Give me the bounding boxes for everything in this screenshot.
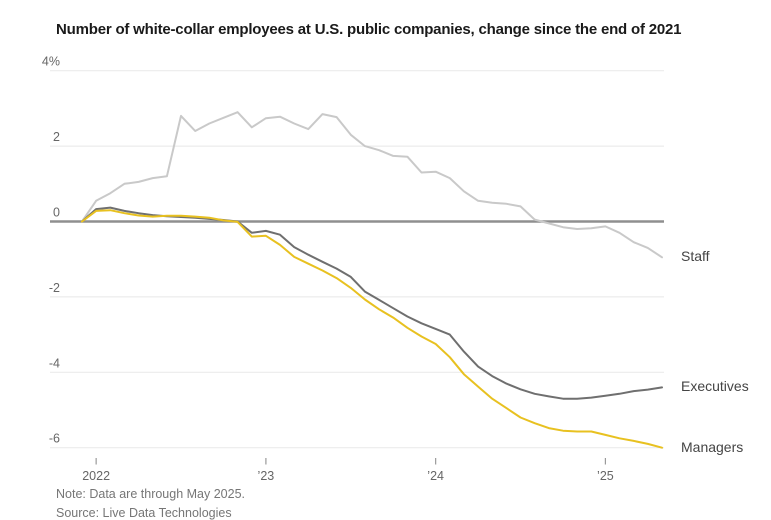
y-axis-label: 2 [53, 130, 60, 144]
x-axis-label: ’24 [427, 469, 444, 483]
x-axis-label: ’25 [597, 469, 614, 483]
y-axis-label: -2 [49, 281, 60, 295]
chart-title: Number of white-collar employees at U.S.… [56, 21, 682, 38]
x-axis-label: ’23 [258, 469, 275, 483]
series-label-managers: Managers [681, 439, 744, 455]
y-axis-label: 4% [42, 55, 60, 69]
y-axis-label: -4 [49, 356, 60, 370]
chart-footnotes: Note: Data are through May 2025. Source:… [56, 485, 245, 520]
chart-source: Source: Live Data Technologies [56, 506, 232, 520]
x-axis-label: 2022 [82, 469, 110, 483]
series-line-managers [81, 209, 663, 449]
chart-note: Note: Data are through May 2025. [56, 487, 246, 501]
series-line-executives [81, 206, 663, 400]
y-axis-label: 0 [53, 206, 60, 220]
series-label-executives: Executives [681, 378, 749, 394]
series-line-staff [81, 111, 663, 259]
series-label-staff: Staff [681, 248, 710, 264]
y-axis-label: -6 [49, 432, 60, 446]
